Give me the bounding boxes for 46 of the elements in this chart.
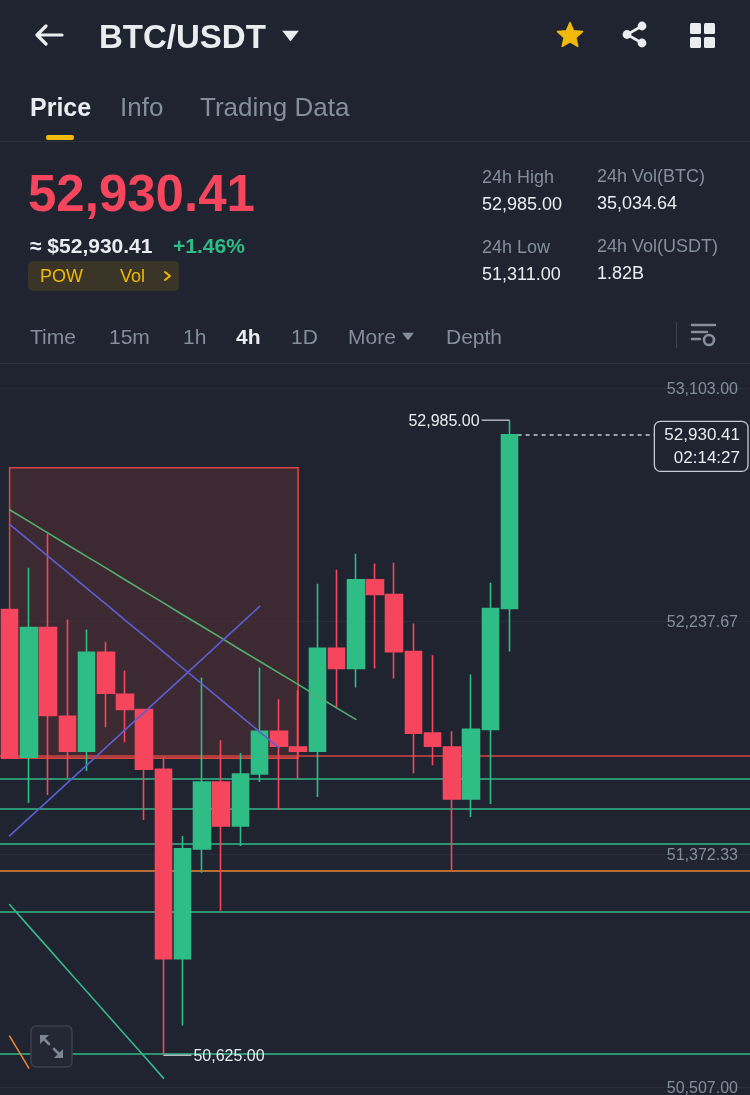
candlestick [77,628,96,772]
candlestick [500,419,519,653]
y-tick-label: 50,507.00 [666,1078,739,1095]
candlestick [327,568,346,709]
annotation: 50,625.00 [193,1046,265,1064]
text: ≈ $52,930.41 [30,233,153,257]
y-tick-label: 53,103.00 [666,379,739,397]
annotation: 52,985.00 [408,411,480,429]
text: 51,311.00 [482,264,561,284]
candlestick [211,739,231,912]
text: More [348,324,396,348]
text: 1D [291,324,318,348]
candlestick [346,552,366,689]
text: POW [40,266,83,286]
annotation: 02:14:27 [673,448,740,468]
candlestick [423,654,442,766]
y-tick-label: 51,372.33 [666,845,739,863]
candlestick [442,730,462,872]
ref-line-label: 52,930.41 [664,425,740,445]
candlestick [58,618,77,779]
candlestick [0,608,19,759]
text: Trading Data [200,92,350,122]
text: Price [30,92,92,121]
text: 15m [109,324,150,348]
text: Vol [120,266,146,286]
text: 24h Low [482,237,551,257]
candlestick [154,756,173,1057]
text: 52,930.41 [28,164,255,222]
y-tick-label: 52,237.67 [666,612,739,630]
text: 1.82B [597,263,645,283]
candlestick [96,640,116,729]
text: Depth [446,324,503,348]
text: 35,034.64 [597,193,678,213]
text: 24h High [482,167,555,187]
candlestick [38,532,58,796]
text: 1h [183,324,207,348]
candlestick [404,622,423,775]
chart-title: BTC/USDT [99,17,266,55]
text: Time [30,324,76,348]
text: 52,985.00 [482,194,563,214]
text: 24h Vol(USDT) [597,236,719,256]
line-series [8,508,357,721]
text: +1.46% [173,233,245,257]
text: 24h Vol(BTC) [597,166,706,186]
text: 4h [236,324,261,348]
text: Info [120,92,164,122]
